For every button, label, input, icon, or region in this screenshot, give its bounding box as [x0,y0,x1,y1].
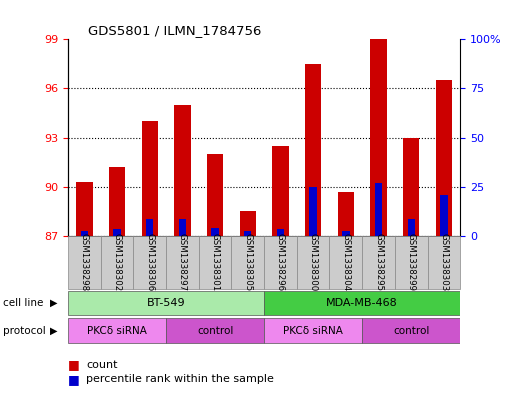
Bar [362,318,460,343]
Bar [375,184,382,236]
Text: GSM1338306: GSM1338306 [145,233,154,292]
Bar [297,236,329,289]
Bar [370,39,386,236]
Bar [310,187,317,236]
Bar [174,105,190,236]
Bar [133,236,166,289]
Text: GSM1338301: GSM1338301 [211,233,220,292]
Bar [68,291,264,315]
Bar [244,231,252,236]
Text: GSM1338304: GSM1338304 [342,233,350,292]
Text: PKCδ siRNA: PKCδ siRNA [283,325,343,336]
Bar [264,318,362,343]
Bar [207,154,223,236]
Bar [142,121,158,236]
Bar [264,291,460,315]
Bar [146,219,153,236]
Bar [338,191,354,236]
Text: GSM1338302: GSM1338302 [112,233,121,292]
Text: ▶: ▶ [50,298,57,308]
Text: GSM1338297: GSM1338297 [178,233,187,291]
Text: ■: ■ [68,358,79,371]
Bar [342,231,349,236]
Text: GSM1338295: GSM1338295 [374,233,383,291]
Text: GSM1338305: GSM1338305 [243,233,252,292]
Bar [436,80,452,236]
Bar [264,236,297,289]
Text: protocol: protocol [3,325,46,336]
Bar [211,228,219,236]
Bar [109,167,125,236]
Text: percentile rank within the sample: percentile rank within the sample [86,374,274,384]
Bar [179,219,186,236]
Bar [407,219,415,236]
Bar [68,236,100,289]
Text: GDS5801 / ILMN_1784756: GDS5801 / ILMN_1784756 [88,24,261,37]
Text: MDA-MB-468: MDA-MB-468 [326,298,398,308]
Text: control: control [197,325,233,336]
Text: GSM1338296: GSM1338296 [276,233,285,291]
Bar [166,318,264,343]
Bar [403,138,419,236]
Text: GSM1338300: GSM1338300 [309,233,317,292]
Text: cell line: cell line [3,298,43,308]
Bar [81,231,88,236]
Bar [166,236,199,289]
Bar [113,229,121,236]
Bar [199,236,231,289]
Bar [240,211,256,236]
Text: ▶: ▶ [50,325,57,336]
Bar [68,318,166,343]
Text: BT-549: BT-549 [147,298,185,308]
Bar [428,236,460,289]
Bar [440,195,448,236]
Bar [362,236,395,289]
Text: GSM1338299: GSM1338299 [407,233,416,291]
Text: GSM1338303: GSM1338303 [439,233,448,292]
Text: GSM1338298: GSM1338298 [80,233,89,291]
Bar [277,229,284,236]
Bar [305,64,321,236]
Bar [395,236,428,289]
Bar [231,236,264,289]
Text: PKCδ siRNA: PKCδ siRNA [87,325,147,336]
Bar [329,236,362,289]
Bar [272,146,289,236]
Text: control: control [393,325,429,336]
Text: count: count [86,360,118,370]
Bar [100,236,133,289]
Bar [76,182,93,236]
Text: ■: ■ [68,373,79,386]
